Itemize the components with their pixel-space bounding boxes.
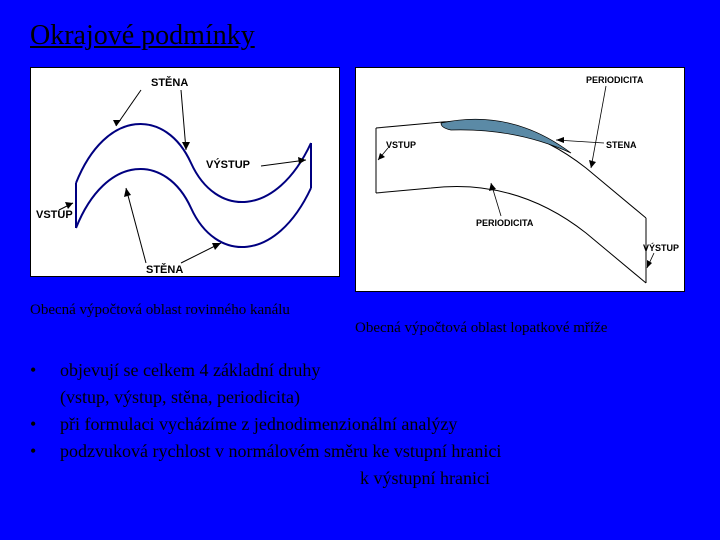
label-wall-r: STENA [606, 140, 637, 150]
label-inlet: VSTUP [36, 209, 73, 221]
bullet-dot: • [30, 411, 60, 438]
arrowhead-inlet [65, 202, 73, 209]
arrowhead-wall-r [556, 137, 564, 143]
caption-row: Obecná výpočtová oblast rovinného kanálu… [30, 302, 690, 337]
label-wall-top: STĚNA [151, 76, 188, 89]
bullet-3-text: podzvuková rychlost v normálovém směru k… [60, 438, 690, 465]
page-title: Okrajové podmínky [30, 20, 690, 52]
arrowhead-periodicity-top [589, 160, 596, 168]
caption-left: Obecná výpočtová oblast rovinného kanálu [30, 302, 340, 337]
arrow-wall-top-2 [181, 90, 186, 150]
cascade-blade [441, 119, 571, 153]
label-inlet-r: VSTUP [386, 140, 416, 150]
bullet-1: • objevují se celkem 4 základní druhy [30, 357, 690, 384]
diagram-row: STĚNA VÝSTUP VSTUP STĚNA [30, 67, 690, 292]
label-periodicity-top: PERIODICITA [586, 75, 644, 85]
diagram-channel: STĚNA VÝSTUP VSTUP STĚNA [30, 67, 340, 277]
bullet-2-text: při formulaci vycházíme z jednodimenzion… [60, 411, 690, 438]
bullet-3-far: k výstupní hranici [360, 465, 690, 492]
bullet-2: • při formulaci vycházíme z jednodimenzi… [30, 411, 690, 438]
arrowhead-inlet-r [378, 153, 385, 160]
arrow-wall-bottom-1 [126, 188, 146, 263]
arrowhead-outlet-r [647, 260, 652, 268]
channel-upper-curve [76, 124, 311, 202]
diagram-cascade: PERIODICITA VSTUP STENA PERIODICITA VÝST… [355, 67, 685, 292]
bullet-dot: • [30, 357, 60, 384]
label-outlet-r: VÝSTUP [643, 242, 679, 253]
caption-right: Obecná výpočtová oblast lopatkové mříže [355, 320, 685, 337]
label-outlet: VÝSTUP [206, 158, 250, 171]
channel-lower-curve [76, 169, 311, 247]
label-periodicity-bottom: PERIODICITA [476, 218, 534, 228]
cascade-bottom-boundary [376, 186, 646, 283]
bullet-1-sub: (vstup, výstup, stěna, periodicita) [60, 384, 690, 411]
bullet-3: • podzvuková rychlost v normálovém směru… [30, 438, 690, 465]
label-wall-bottom: STĚNA [146, 263, 183, 276]
arrow-periodicity-top [591, 86, 606, 168]
bullet-1-text: objevují se celkem 4 základní druhy [60, 357, 690, 384]
bullet-list: • objevují se celkem 4 základní druhy (v… [30, 357, 690, 492]
cascade-top-boundary [376, 121, 646, 218]
arrowhead-wall-bottom-1 [124, 188, 131, 197]
bullet-dot: • [30, 438, 60, 465]
